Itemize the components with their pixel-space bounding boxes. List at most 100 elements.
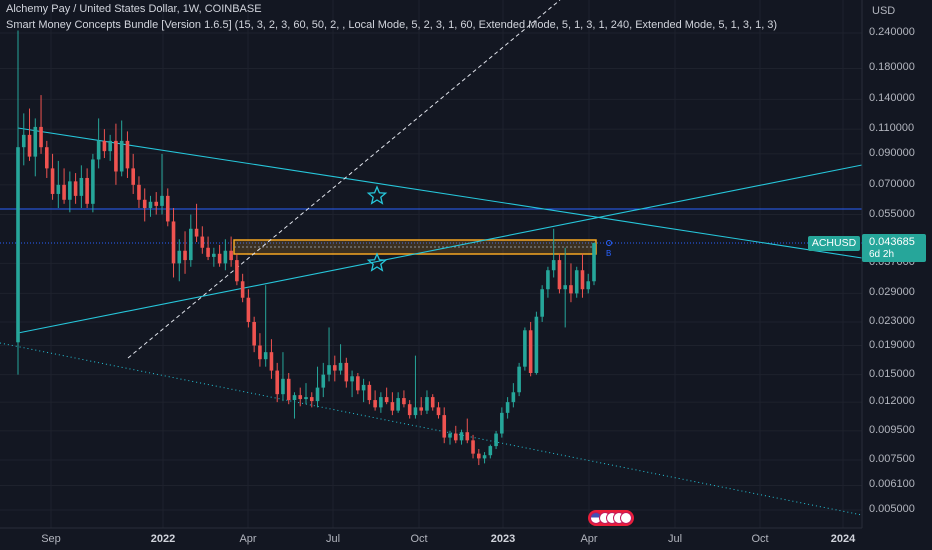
candle[interactable] — [21, 113, 26, 166]
candle[interactable] — [402, 390, 406, 408]
candle[interactable] — [246, 289, 251, 328]
candle[interactable] — [419, 397, 423, 416]
candle[interactable] — [373, 390, 377, 411]
candle[interactable] — [16, 30, 20, 375]
candle[interactable] — [569, 263, 573, 303]
candle[interactable] — [379, 392, 383, 413]
candle[interactable] — [494, 430, 498, 450]
candle[interactable] — [488, 444, 493, 459]
star-marker-icon[interactable] — [366, 252, 388, 272]
candle[interactable] — [142, 188, 147, 222]
candle[interactable] — [212, 247, 216, 267]
candle[interactable] — [384, 387, 389, 405]
candle[interactable] — [114, 123, 118, 185]
candle[interactable] — [471, 434, 475, 459]
star-marker-icon[interactable] — [366, 185, 388, 205]
candle[interactable] — [33, 118, 38, 177]
candle[interactable] — [217, 244, 222, 267]
candle[interactable] — [194, 203, 199, 243]
candle[interactable] — [338, 344, 343, 375]
candle[interactable] — [50, 153, 55, 200]
candle[interactable] — [108, 134, 112, 161]
candle[interactable] — [189, 214, 193, 267]
candle[interactable] — [511, 383, 516, 408]
candle[interactable] — [407, 400, 412, 419]
lower-channel-line[interactable] — [0, 342, 863, 516]
candle[interactable] — [252, 316, 256, 353]
candle[interactable] — [396, 392, 400, 413]
candle[interactable] — [102, 129, 107, 159]
candle[interactable] — [500, 407, 504, 438]
candle[interactable] — [281, 352, 285, 402]
candle[interactable] — [263, 285, 268, 367]
dashed-projection-line[interactable] — [127, 0, 561, 359]
candle[interactable] — [448, 430, 452, 445]
chart-title[interactable]: Alchemy Pay / United States Dollar, 1W, … — [6, 3, 262, 15]
candle[interactable] — [68, 171, 72, 213]
candle[interactable] — [477, 449, 481, 466]
candle[interactable] — [465, 418, 470, 444]
candle[interactable] — [436, 402, 441, 419]
candle[interactable] — [27, 108, 32, 161]
candle[interactable] — [45, 140, 49, 178]
candle[interactable] — [482, 452, 487, 464]
candle[interactable] — [91, 153, 95, 213]
candle[interactable] — [160, 153, 164, 215]
candle[interactable] — [586, 273, 591, 294]
ascending-trendline[interactable] — [17, 164, 863, 334]
indicator-legend[interactable]: Smart Money Concepts Bundle [Version 1.6… — [6, 19, 778, 31]
candle[interactable] — [292, 392, 297, 419]
candle[interactable] — [85, 168, 89, 208]
candle[interactable] — [275, 362, 279, 403]
currency-label[interactable]: USD — [872, 5, 896, 17]
candle[interactable] — [557, 253, 562, 294]
candle[interactable] — [413, 355, 418, 419]
candle[interactable] — [309, 392, 314, 408]
candle[interactable] — [200, 226, 205, 254]
candle[interactable] — [442, 407, 447, 444]
candle[interactable] — [223, 239, 228, 271]
candle[interactable] — [286, 372, 291, 405]
candle[interactable] — [304, 383, 308, 405]
candle[interactable] — [315, 366, 320, 408]
candle[interactable] — [367, 381, 372, 405]
candle[interactable] — [154, 192, 159, 215]
candle[interactable] — [125, 131, 130, 178]
candle[interactable] — [235, 253, 239, 286]
candle[interactable] — [137, 176, 141, 208]
candle[interactable] — [321, 362, 326, 398]
candle[interactable] — [79, 165, 84, 208]
candle[interactable] — [356, 372, 360, 395]
candle[interactable] — [361, 378, 366, 403]
candle[interactable] — [563, 247, 567, 328]
candle[interactable] — [327, 327, 331, 382]
candle[interactable] — [580, 253, 585, 298]
candle[interactable] — [574, 266, 579, 298]
candle[interactable] — [592, 242, 596, 286]
candle[interactable] — [540, 285, 544, 322]
candle[interactable] — [505, 397, 510, 419]
candle[interactable] — [551, 228, 556, 278]
candle[interactable] — [131, 153, 135, 194]
candle[interactable] — [430, 394, 435, 411]
candle[interactable] — [206, 236, 210, 261]
candle[interactable] — [517, 362, 521, 397]
candle[interactable] — [119, 120, 124, 177]
candle[interactable] — [425, 390, 429, 414]
descending-trendline[interactable] — [17, 127, 863, 259]
candle[interactable] — [73, 173, 78, 204]
candle[interactable] — [62, 168, 66, 204]
candle[interactable] — [528, 321, 533, 377]
candle[interactable] — [177, 239, 182, 282]
candle[interactable] — [344, 357, 349, 388]
candle[interactable] — [350, 370, 354, 398]
candle[interactable] — [298, 387, 303, 407]
candle[interactable] — [165, 188, 170, 227]
candle[interactable] — [534, 311, 539, 375]
candle[interactable] — [171, 207, 176, 278]
candle[interactable] — [258, 333, 262, 367]
candle[interactable] — [148, 195, 153, 217]
candle[interactable] — [269, 339, 274, 379]
candle[interactable] — [390, 392, 395, 416]
